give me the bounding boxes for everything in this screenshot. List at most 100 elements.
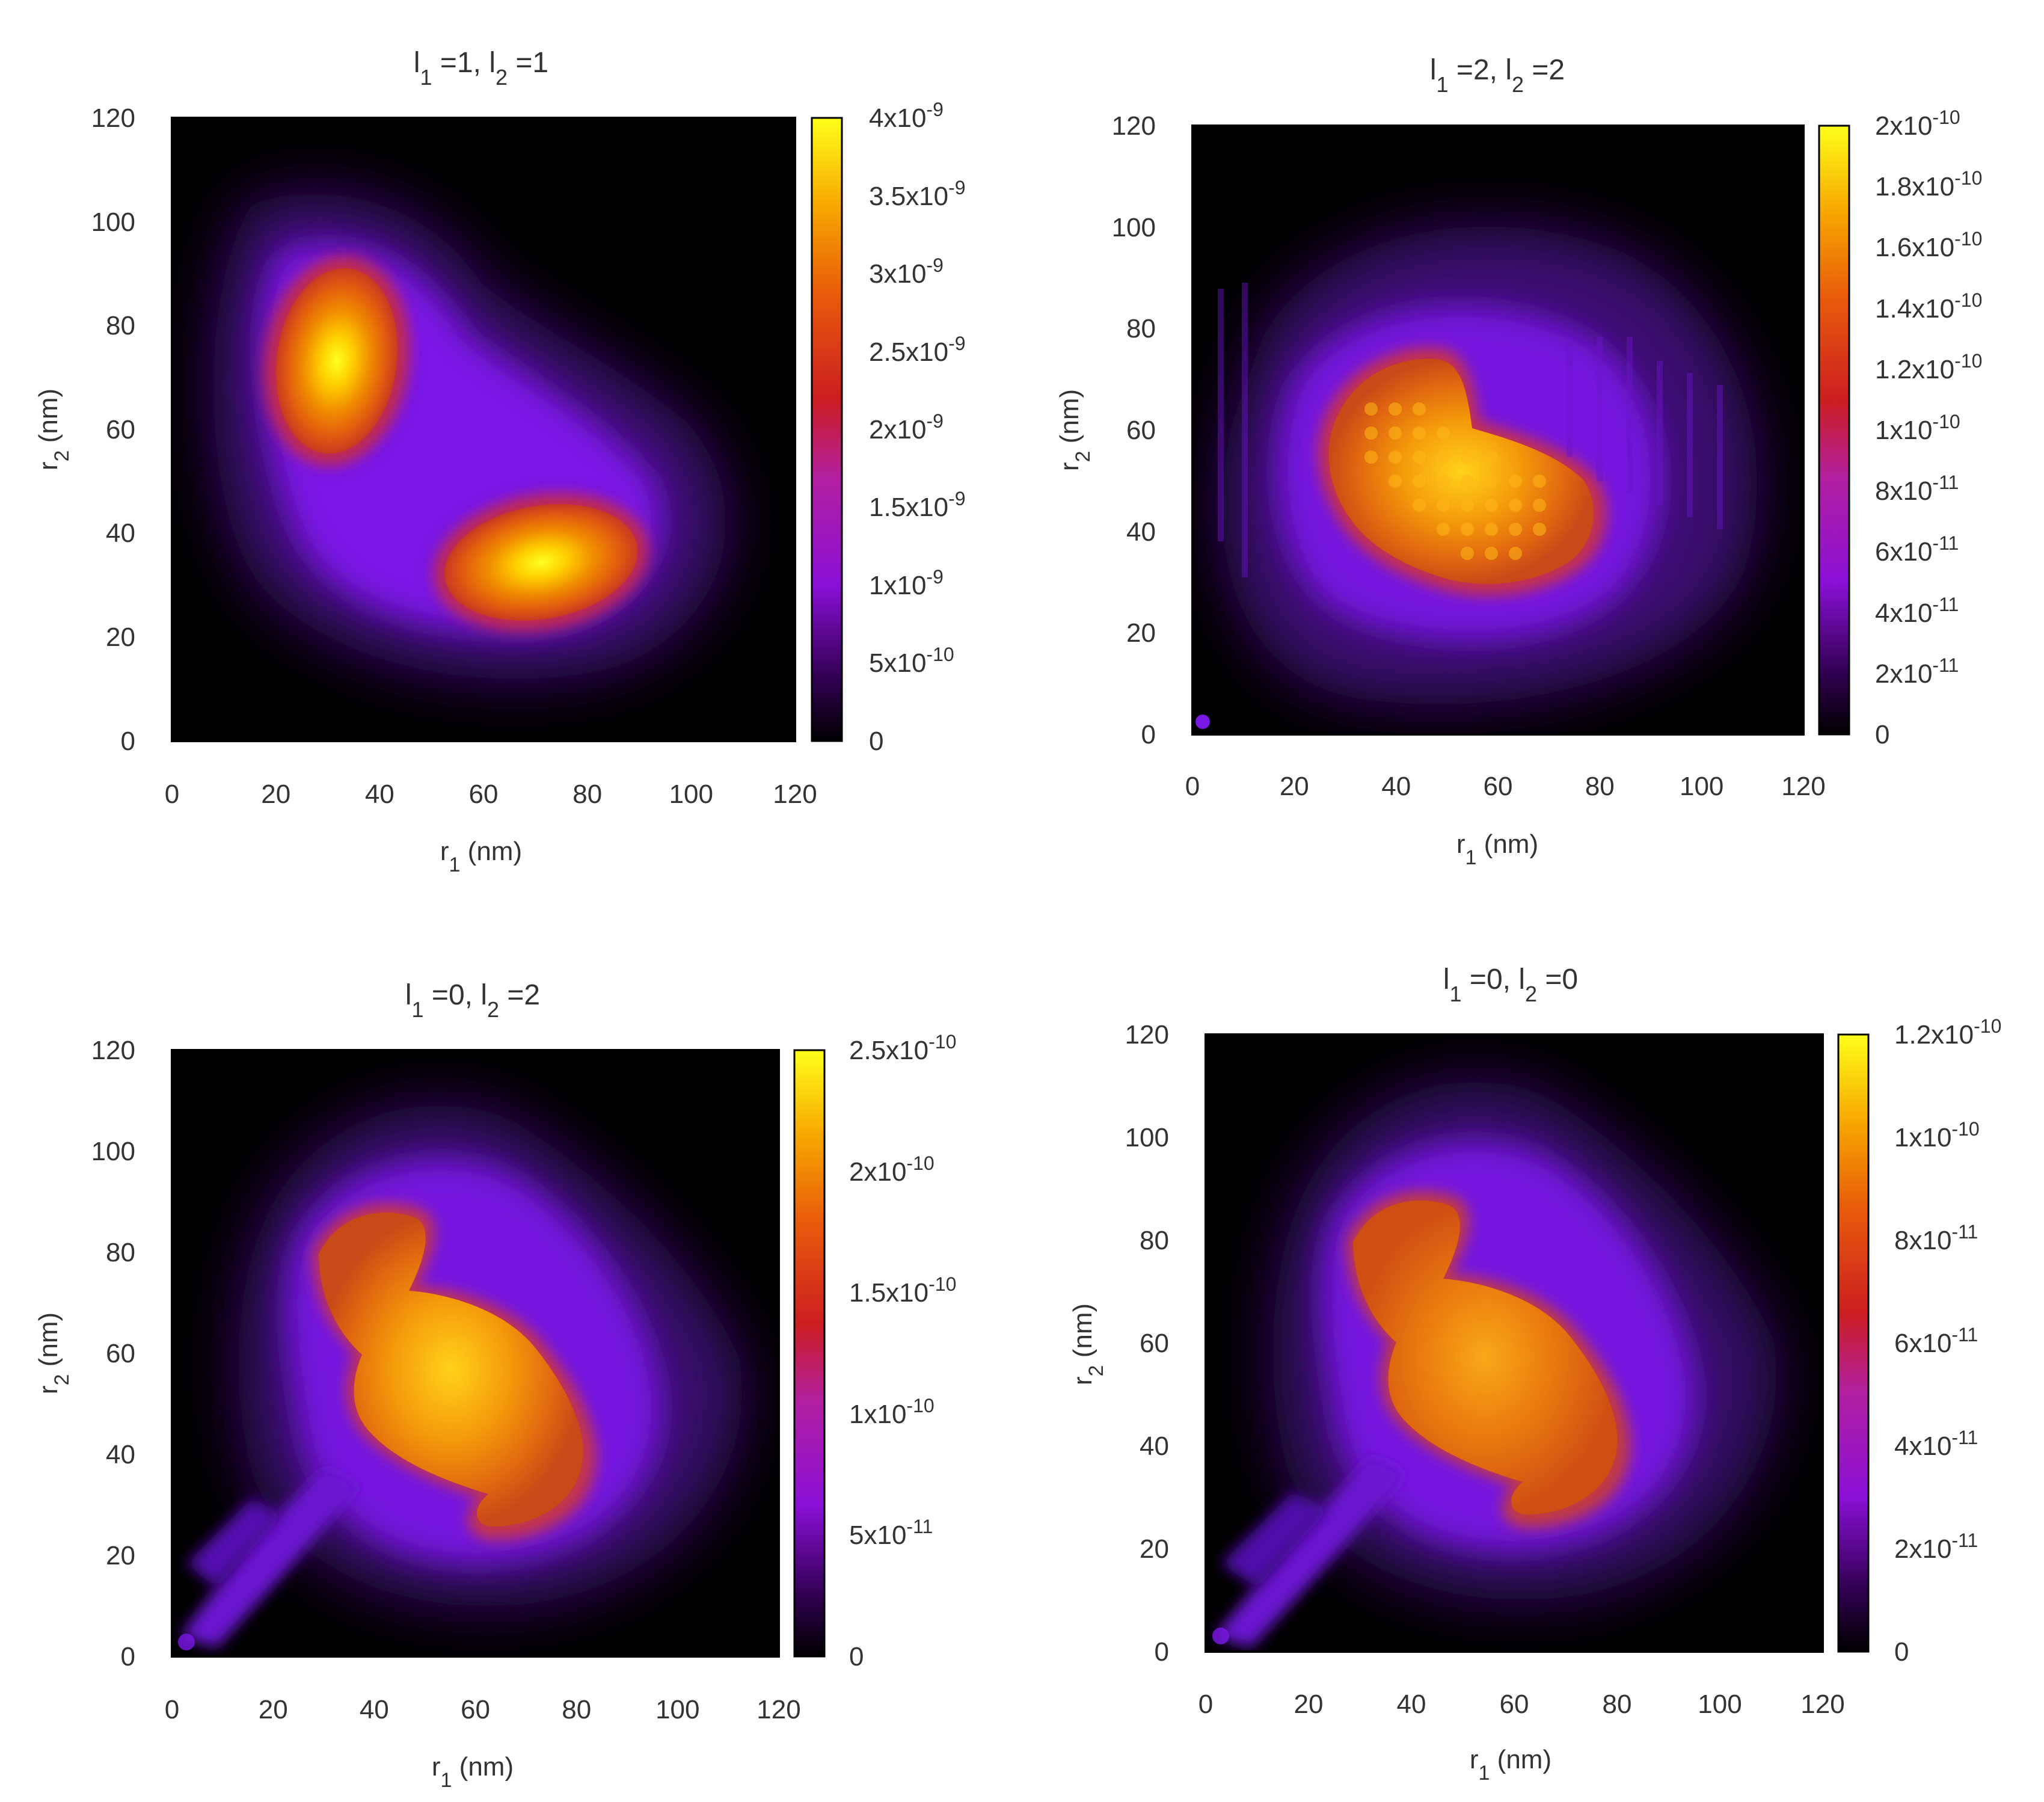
- y-tick-label: 120: [91, 103, 135, 133]
- colorbar-tick-label: 1.8x10-10: [1875, 167, 1982, 201]
- svg-text:l1 =1, l2 =1: l1 =1, l2 =1: [414, 47, 548, 90]
- x-tick-label: 120: [757, 1695, 800, 1724]
- svg-text:l1 =2, l2 =2: l1 =2, l2 =2: [1430, 54, 1565, 97]
- colorbar-tick-label: 1.2x10-10: [1894, 1015, 2001, 1050]
- colorbar-tick-label: 1x10-10: [1894, 1118, 1980, 1152]
- svg-text:l1 =0, l2 =2: l1 =0, l2 =2: [405, 979, 540, 1022]
- x-tick-label: 40: [360, 1695, 389, 1724]
- y-tick-label: 20: [106, 1541, 135, 1570]
- y-axis-2: 0 20 40 60 80 100 120 r2 (nm): [1055, 111, 1156, 749]
- y-tick-label: 60: [106, 415, 135, 444]
- heatmap-2: [1192, 126, 1803, 734]
- colorbar-tick-label: 0: [849, 1642, 864, 1671]
- x-tick-label: 100: [669, 780, 713, 809]
- y-tick-label: 0: [1155, 1637, 1169, 1667]
- x-tick-label: 0: [1185, 772, 1200, 801]
- colorbar-tick-label: 3x10-9: [869, 254, 944, 289]
- x-tick-label: 40: [1381, 772, 1411, 801]
- colorbar-tick-label: 2x10-9: [869, 410, 944, 444]
- y-axis-label-4: r2 (nm): [1068, 1303, 1108, 1385]
- colorbar-tick-label: 1.5x10-10: [849, 1273, 956, 1308]
- colorbar-tick-label: 2x10-11: [1875, 654, 1959, 689]
- plot-frame-3: [171, 1049, 780, 1658]
- x-tick-label: 60: [469, 780, 499, 809]
- x-tick-label: 20: [259, 1695, 288, 1724]
- title-l2-value: 1: [532, 47, 548, 79]
- colorbar-tick-label: 4x10-11: [1894, 1427, 1978, 1461]
- colorbar-2: 0 2x10-11 4x10-11 6x10-11 8x10-11 1x10-1…: [1818, 106, 1982, 749]
- y-tick-label: 120: [1125, 1020, 1169, 1050]
- x-tick-label: 60: [1484, 772, 1513, 801]
- colorbar-tick-label: 8x10-11: [1875, 472, 1959, 506]
- colorbar-tick-label: 1.4x10-10: [1875, 289, 1982, 324]
- x-tick-label: 20: [1280, 772, 1309, 801]
- y-tick-label: 120: [1112, 111, 1156, 141]
- y-tick-label: 80: [1140, 1226, 1169, 1255]
- colorbar-tick-label: 1x10-9: [869, 566, 944, 600]
- heatmap-4: [1206, 1035, 1823, 1652]
- y-tick-label: 20: [1140, 1534, 1169, 1564]
- svg-text:l1 =0, l2 =0: l1 =0, l2 =0: [1443, 964, 1578, 1006]
- colorbar-tick-label: 2x10-10: [849, 1152, 935, 1187]
- y-tick-label: 80: [1126, 314, 1156, 343]
- panel-2-title: l1 =2, l2 =2: [1430, 54, 1565, 97]
- y-tick-label: 80: [106, 311, 135, 340]
- colorbar-tick-label: 1x10-10: [1875, 411, 1960, 445]
- x-tick-label: 40: [365, 780, 394, 809]
- y-tick-label: 60: [1140, 1329, 1169, 1358]
- y-tick-label: 40: [1126, 517, 1156, 547]
- colorbar-tick-label: 0: [1894, 1637, 1909, 1667]
- y-tick-label: 100: [91, 208, 135, 237]
- colorbar-tick-label: 1.6x10-10: [1875, 228, 1982, 262]
- x-axis-4: 0 20 40 60 80 100 120 r1 (nm): [1198, 1690, 1845, 1785]
- x-tick-label: 100: [1680, 772, 1723, 801]
- colorbar-tick-label: 1.5x10-9: [869, 488, 966, 522]
- x-tick-label: 0: [1198, 1690, 1213, 1719]
- y-tick-label: 0: [1141, 720, 1156, 749]
- x-tick-label: 20: [1294, 1690, 1324, 1719]
- colorbar-tick-label: 6x10-11: [1875, 532, 1959, 567]
- y-axis-4: 0 20 40 60 80 100 120 r2 (nm): [1068, 1020, 1169, 1667]
- title-l1-value: 1: [457, 47, 473, 79]
- colorbar-tick-label: 5x10-10: [869, 644, 954, 678]
- x-tick-label: 100: [1698, 1690, 1742, 1719]
- y-tick-label: 0: [121, 1642, 135, 1671]
- x-axis-label-1: r1 (nm): [440, 837, 522, 876]
- x-tick-label: 20: [261, 780, 290, 809]
- y-tick-label: 120: [91, 1036, 135, 1065]
- y-axis-3: 0 20 40 60 80 100 120 r2 (nm): [34, 1036, 135, 1671]
- x-tick-label: 80: [572, 780, 602, 809]
- panel-l1-0-l2-2: l1 =0, l2 =2 0 20 40 60 80 100: [34, 979, 956, 1792]
- x-tick-label: 120: [1800, 1690, 1844, 1719]
- colorbar-tick-label: 2.5x10-10: [849, 1031, 956, 1065]
- x-tick-label: 60: [1500, 1690, 1529, 1719]
- x-tick-label: 40: [1397, 1690, 1426, 1719]
- y-axis-label-3: r2 (nm): [34, 1312, 73, 1394]
- plot-frame-4: [1205, 1033, 1824, 1653]
- plot-frame-2: [1191, 125, 1805, 736]
- colorbar-tick-label: 8x10-11: [1894, 1221, 1978, 1255]
- x-tick-label: 80: [562, 1695, 591, 1724]
- panel-l1-1-l2-1: l1 =1, l2 =1 0 20 40 60 80 100 120: [34, 47, 966, 876]
- y-axis-label-2: r2 (nm): [1055, 389, 1094, 471]
- colorbar-tick-label: 4x10-9: [869, 99, 944, 133]
- heatmap-1: [172, 118, 795, 741]
- colorbar-tick-label: 2x10-11: [1894, 1530, 1978, 1564]
- plot-frame-1: [171, 117, 796, 742]
- y-tick-label: 20: [106, 623, 135, 652]
- panel-l1-2-l2-2: l1 =2, l2 =2: [1055, 54, 1982, 869]
- colorbar-tick-label: 0: [869, 727, 883, 756]
- y-tick-label: 40: [106, 518, 135, 548]
- colorbar-1: 0 5x10-10 1x10-9 1.5x10-9 2x10-9 2.5x10-…: [811, 99, 966, 756]
- y-axis-label-1: r2 (nm): [34, 389, 73, 470]
- tail-streaks: [1218, 283, 1723, 577]
- heatmap-3: [172, 1050, 779, 1656]
- y-tick-label: 40: [106, 1440, 135, 1469]
- colorbar-tick-label: 3.5x10-9: [869, 177, 966, 211]
- x-axis-label-3: r1 (nm): [432, 1752, 514, 1792]
- panel-1-title: l1 =1, l2 =1: [414, 47, 548, 90]
- y-axis-1: 0 20 40 60 80 100 120 r2 (nm): [34, 103, 135, 756]
- x-axis-1: 0 20 40 60 80 100 120 r1 (nm): [165, 780, 817, 876]
- y-tick-label: 80: [106, 1238, 135, 1267]
